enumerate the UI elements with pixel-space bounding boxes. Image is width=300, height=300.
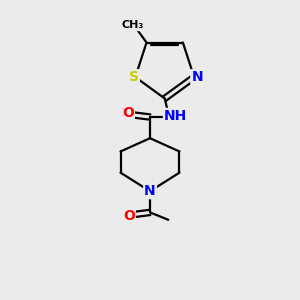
Text: O: O — [123, 209, 135, 223]
Text: S: S — [129, 70, 139, 84]
Text: CH₃: CH₃ — [122, 20, 144, 30]
Text: NH: NH — [164, 109, 187, 123]
Text: O: O — [122, 106, 134, 120]
Text: N: N — [144, 184, 156, 198]
Text: N: N — [191, 70, 203, 84]
